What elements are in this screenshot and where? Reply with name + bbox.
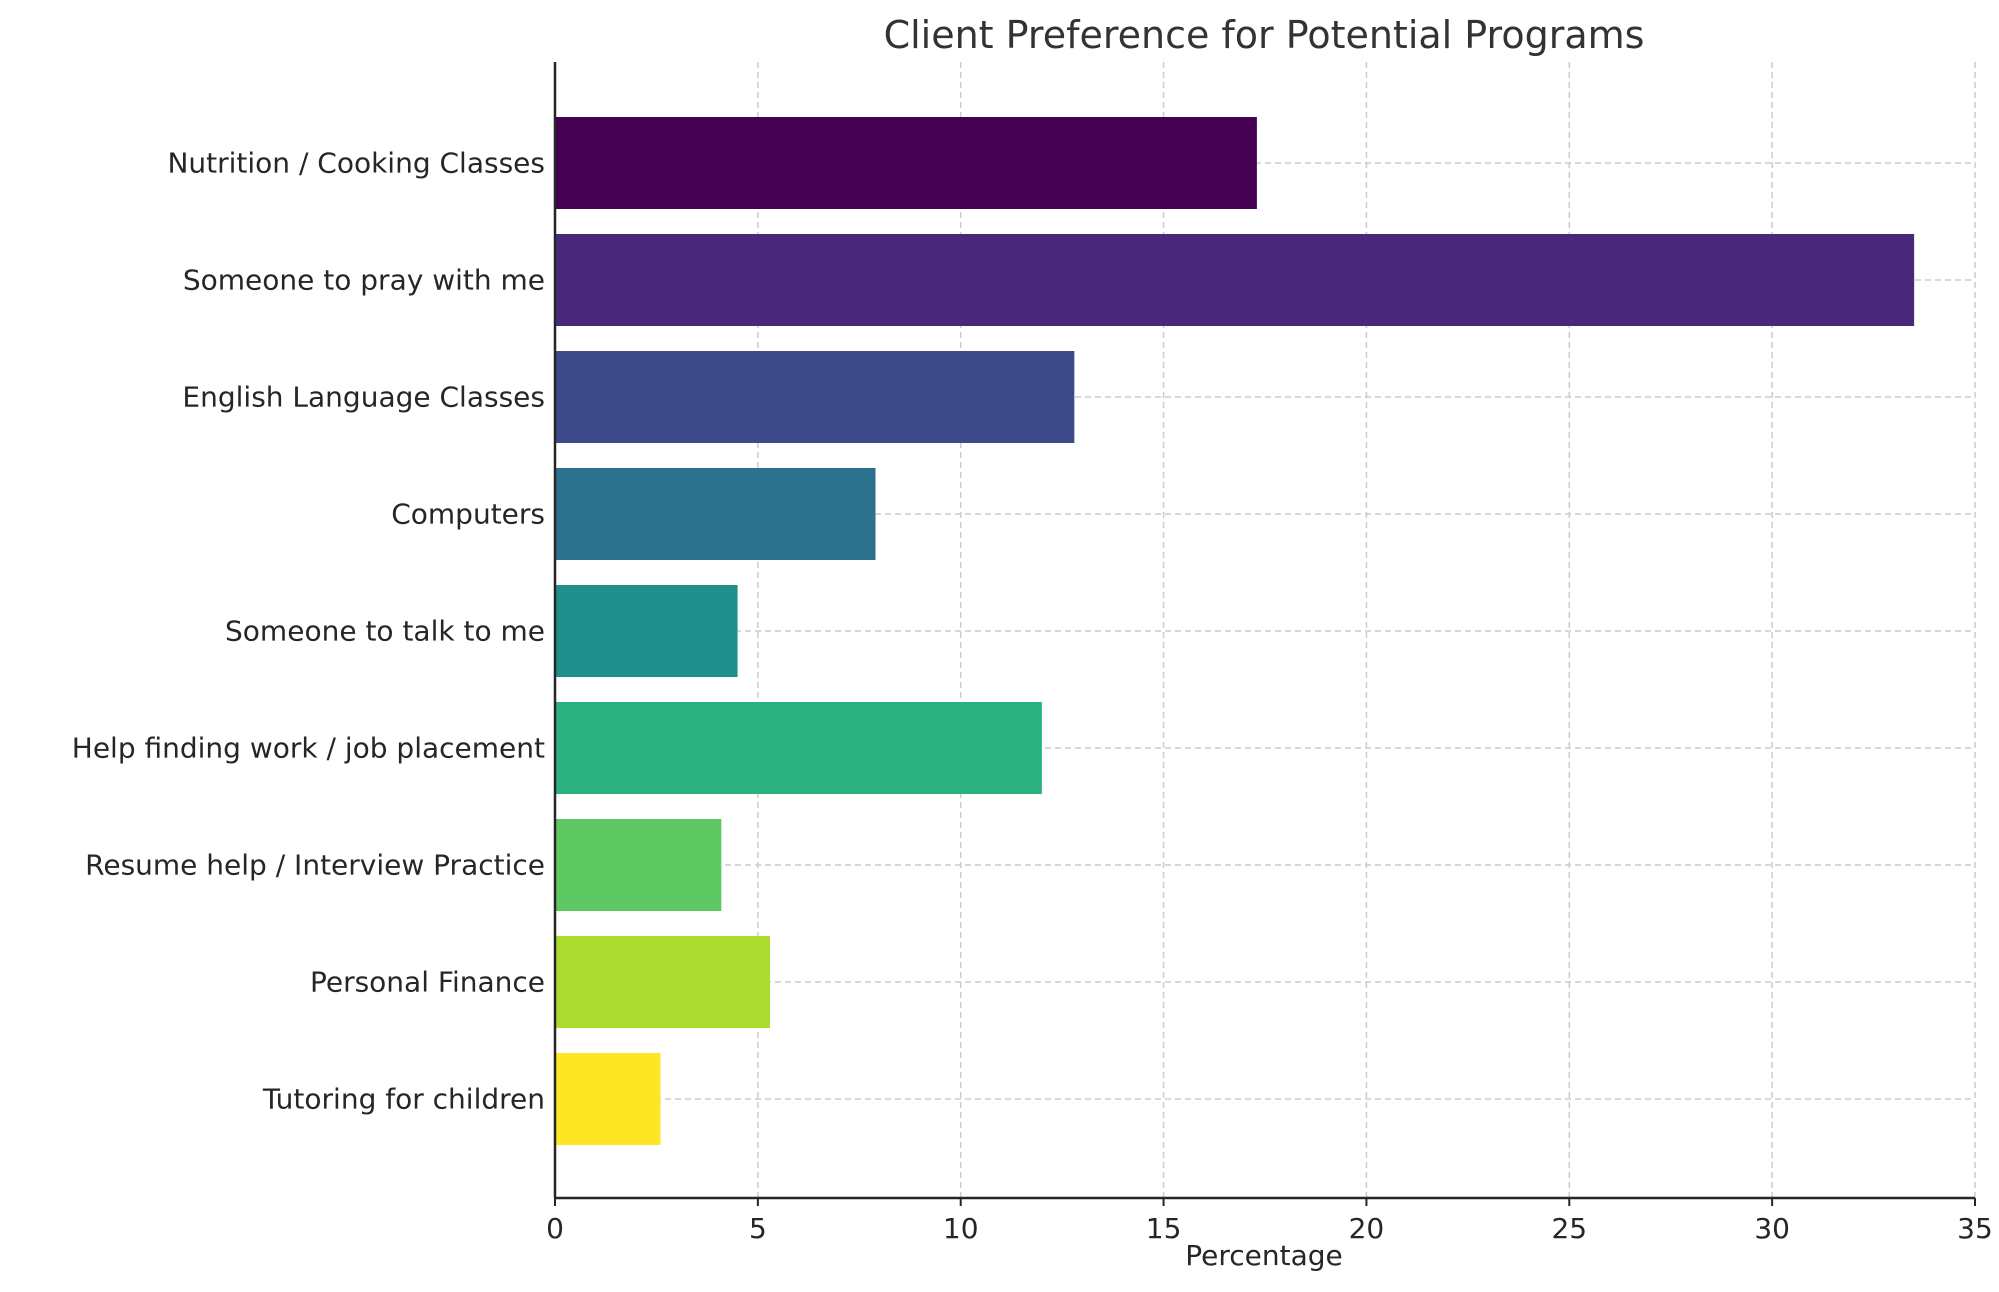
bar-6 (555, 819, 722, 911)
bar-2 (555, 351, 1075, 443)
bar-0 (555, 117, 1257, 209)
bar-3 (555, 468, 876, 560)
x-axis-label: Percentage (1185, 1239, 1343, 1272)
category-label-5: Help finding work / job placement (72, 732, 545, 765)
category-label-3: Computers (391, 498, 545, 531)
bars (555, 117, 1915, 1145)
x-tick-label-3: 15 (1146, 1212, 1182, 1245)
bar-7 (555, 936, 771, 1028)
category-label-0: Nutrition / Cooking Classes (167, 147, 545, 180)
chart-title: Client Preference for Potential Programs (884, 13, 1645, 57)
category-label-7: Personal Finance (310, 966, 545, 999)
x-tick-label-7: 35 (1957, 1212, 1993, 1245)
bar-8 (555, 1053, 661, 1145)
x-tick-label-6: 30 (1754, 1212, 1790, 1245)
category-label-6: Resume help / Interview Practice (85, 849, 545, 882)
category-label-2: English Language Classes (182, 381, 545, 414)
category-label-4: Someone to talk to me (225, 615, 545, 648)
category-labels: Nutrition / Cooking Classes Someone to pr… (72, 147, 545, 1116)
x-tick-label-4: 20 (1349, 1212, 1385, 1245)
bar-1 (555, 234, 1915, 326)
x-tick-label-2: 10 (943, 1212, 979, 1245)
x-tick-label-5: 25 (1551, 1212, 1587, 1245)
bar-5 (555, 702, 1042, 794)
category-label-8: Tutoring for children (262, 1083, 545, 1116)
bar-4 (555, 585, 738, 677)
x-tick-label-1: 5 (749, 1212, 767, 1245)
x-tick-label-0: 0 (546, 1212, 564, 1245)
category-label-1: Someone to pray with me (183, 264, 545, 297)
x-axis-ticks: 0 5 10 15 20 25 30 35 (546, 1198, 1993, 1245)
